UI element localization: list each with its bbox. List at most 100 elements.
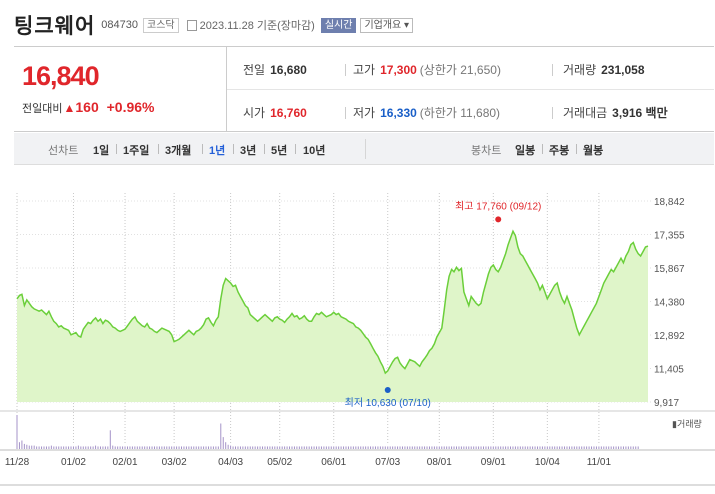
volume-bar xyxy=(502,446,504,449)
y-tick-label: 14,380 xyxy=(654,297,685,308)
volume-bar xyxy=(21,440,23,449)
tab-weekly[interactable]: 주봉 xyxy=(549,145,570,157)
volume-bar xyxy=(428,446,430,449)
volume-bar xyxy=(320,446,322,449)
tab-daily[interactable]: 일봉 xyxy=(515,145,536,157)
volume-bar xyxy=(566,446,568,449)
calendar-icon xyxy=(186,19,197,31)
stat-value: 16,330 xyxy=(380,106,417,120)
volume-bar xyxy=(90,446,92,449)
volume-bar xyxy=(279,446,281,449)
volume-bar xyxy=(593,446,595,449)
volume-bar xyxy=(627,446,629,449)
volume-bar xyxy=(222,437,224,449)
volume-bar xyxy=(136,446,138,449)
volume-bar xyxy=(446,446,448,449)
stat-label: 저가 xyxy=(353,106,376,120)
tab-1w[interactable]: 1주일 xyxy=(123,145,150,157)
volume-bar xyxy=(33,445,35,449)
volume-bar xyxy=(370,446,372,449)
volume-bar xyxy=(600,446,602,449)
tab-1y[interactable]: 1년 xyxy=(209,145,226,157)
volume-bar xyxy=(328,446,330,449)
volume-bar xyxy=(112,445,114,449)
tab-1d[interactable]: 1일 xyxy=(93,145,110,157)
volume-bar xyxy=(325,446,327,449)
company-info-button[interactable]: 기업개요 ▾ xyxy=(360,17,414,33)
volume-bar xyxy=(505,446,507,449)
volume-bar xyxy=(124,446,126,449)
stat-separator xyxy=(552,64,553,76)
volume-bar xyxy=(347,446,349,449)
volume-bar xyxy=(632,446,634,449)
volume-bar xyxy=(41,446,43,449)
volume-bar xyxy=(173,446,175,449)
volume-bars xyxy=(16,415,639,449)
tab-10y[interactable]: 10년 xyxy=(303,145,326,157)
stat-separator xyxy=(345,107,346,119)
volume-bar xyxy=(266,446,268,449)
tab-monthly[interactable]: 월봉 xyxy=(583,145,604,157)
volume-bar xyxy=(581,446,583,449)
stat-value: 16,680 xyxy=(270,63,307,77)
chart-tabs: 선차트 1일 1주일 3개월 1년 3년 5년 10년 봉차트 일봉 주봉 월봉 xyxy=(14,133,714,165)
volume-bar xyxy=(306,446,308,449)
volume-bar xyxy=(276,446,278,449)
volume-bar xyxy=(622,446,624,449)
stats-grid: 전일 16,680 고가 17,300 (상한가 21,650) 거래량 231,058… xyxy=(226,47,714,131)
volume-bar xyxy=(301,446,303,449)
x-tick-label: 10/04 xyxy=(535,457,560,468)
volume-bar xyxy=(200,446,202,449)
x-tick-label: 07/03 xyxy=(375,457,400,468)
volume-bar xyxy=(537,446,539,449)
volume-bar xyxy=(163,446,165,449)
volume-bar xyxy=(190,446,192,449)
volume-bar xyxy=(249,446,251,449)
stat-label: 거래량 xyxy=(563,63,597,77)
market-badge: 코스닥 xyxy=(143,17,179,33)
volume-bar xyxy=(247,446,249,449)
tab-5y[interactable]: 5년 xyxy=(271,145,288,157)
volume-bar xyxy=(48,446,50,449)
volume-bar xyxy=(252,446,254,449)
volume-bar xyxy=(392,446,394,449)
volume-bar xyxy=(210,446,212,449)
stock-code: 084730 xyxy=(101,19,138,31)
stat-value: 17,300 xyxy=(380,63,417,77)
volume-bar xyxy=(323,446,325,449)
volume-bar xyxy=(583,446,585,449)
tabs-divider xyxy=(365,139,366,159)
tab-3y[interactable]: 3년 xyxy=(240,145,257,157)
volume-bar xyxy=(16,415,18,449)
volume-bar xyxy=(70,446,72,449)
volume-bar xyxy=(514,446,516,449)
volume-bar xyxy=(365,446,367,449)
volume-bar xyxy=(259,446,261,449)
volume-bar xyxy=(637,446,639,449)
volume-bar xyxy=(291,446,293,449)
tab-separator xyxy=(202,144,203,154)
volume-bar xyxy=(615,446,617,449)
volume-bar xyxy=(374,446,376,449)
volume-bar xyxy=(225,442,227,449)
volume-bar xyxy=(85,446,87,449)
volume-bar xyxy=(23,443,25,449)
candle-chart-label: 봉차트 xyxy=(471,145,502,157)
volume-bar xyxy=(598,446,600,449)
volume-bar xyxy=(482,446,484,449)
volume-bar xyxy=(507,446,509,449)
volume-bar xyxy=(522,446,524,449)
volume-bar xyxy=(114,446,116,449)
volume-bar xyxy=(404,446,406,449)
tab-3m[interactable]: 3개월 xyxy=(165,145,192,157)
volume-bar xyxy=(613,446,615,449)
change-percent: +0.96% xyxy=(106,99,155,115)
stat-separator xyxy=(345,64,346,76)
stock-header: 팅크웨어 084730 코스닥 2023.11.28 기준(장마감) 실시간 기… xyxy=(14,12,414,38)
volume-bar xyxy=(60,446,62,449)
volume-bar xyxy=(318,446,320,449)
min-point xyxy=(384,386,391,393)
tab-separator xyxy=(542,144,543,154)
realtime-button[interactable]: 실시간 xyxy=(320,17,357,33)
volume-bar xyxy=(107,446,109,449)
